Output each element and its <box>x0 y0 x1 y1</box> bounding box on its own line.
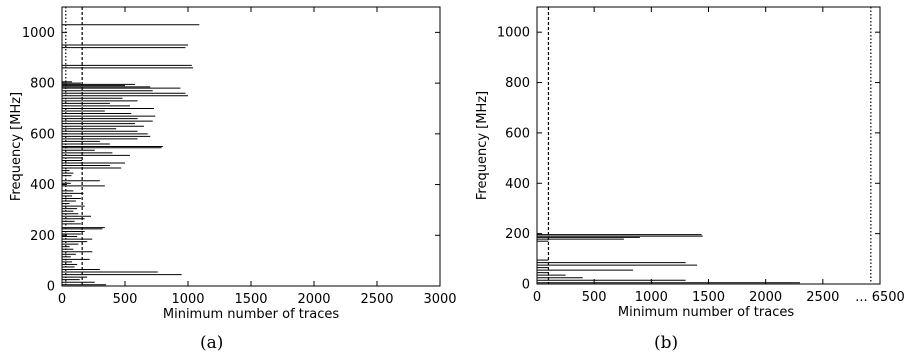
x-tick-label: 2500 <box>360 292 393 307</box>
y-tick-label: 800 <box>505 76 530 91</box>
x-axis-label: Minimum number of traces <box>163 307 339 322</box>
y-tick-label: 0 <box>522 278 530 293</box>
y-tick-label: 1000 <box>497 26 530 41</box>
x-tick-label: ... 6500 <box>855 290 905 305</box>
x-tick-label: 1500 <box>692 290 725 305</box>
y-tick-label: 0 <box>47 280 55 295</box>
panel-b-caption: (b) <box>654 333 679 353</box>
x-tick-label: 1000 <box>635 290 668 305</box>
y-tick-label: 400 <box>505 177 530 192</box>
x-tick-label: 500 <box>582 290 607 305</box>
plot-frame <box>536 6 881 285</box>
x-tick-label: 1500 <box>234 292 267 307</box>
x-tick-label: 2500 <box>806 290 839 305</box>
y-tick-label: 1000 <box>22 26 55 41</box>
x-tick-label: 2000 <box>749 290 782 305</box>
y-tick-label: 800 <box>30 77 55 92</box>
y-tick-label: 400 <box>30 178 55 193</box>
x-tick-label: 0 <box>58 292 66 307</box>
x-tick-label: 500 <box>113 292 138 307</box>
x-tick-label: 1000 <box>171 292 204 307</box>
chart-panel-b: 0 500 1000 1500 2000 2500 ... 6500 0 200 400 600 80… <box>475 6 905 320</box>
y-tick-label: 600 <box>30 127 55 142</box>
x-axis-label: Minimum number of traces <box>618 305 794 320</box>
chart-panel-a: 0 500 1000 1500 2000 2500 3000 0 200 400 600 800 100… <box>9 6 457 322</box>
panel-a-caption: (a) <box>200 333 224 353</box>
x-tick-label: 2000 <box>297 292 330 307</box>
x-tick-label: 3000 <box>423 292 456 307</box>
y-tick-label: 200 <box>505 227 530 242</box>
y-axis-label: Frequency [MHz] <box>9 92 24 201</box>
y-tick-label: 600 <box>505 126 530 141</box>
x-tick-label: 0 <box>533 290 541 305</box>
y-tick-label: 200 <box>30 229 55 244</box>
y-axis-label: Frequency [MHz] <box>475 91 490 200</box>
